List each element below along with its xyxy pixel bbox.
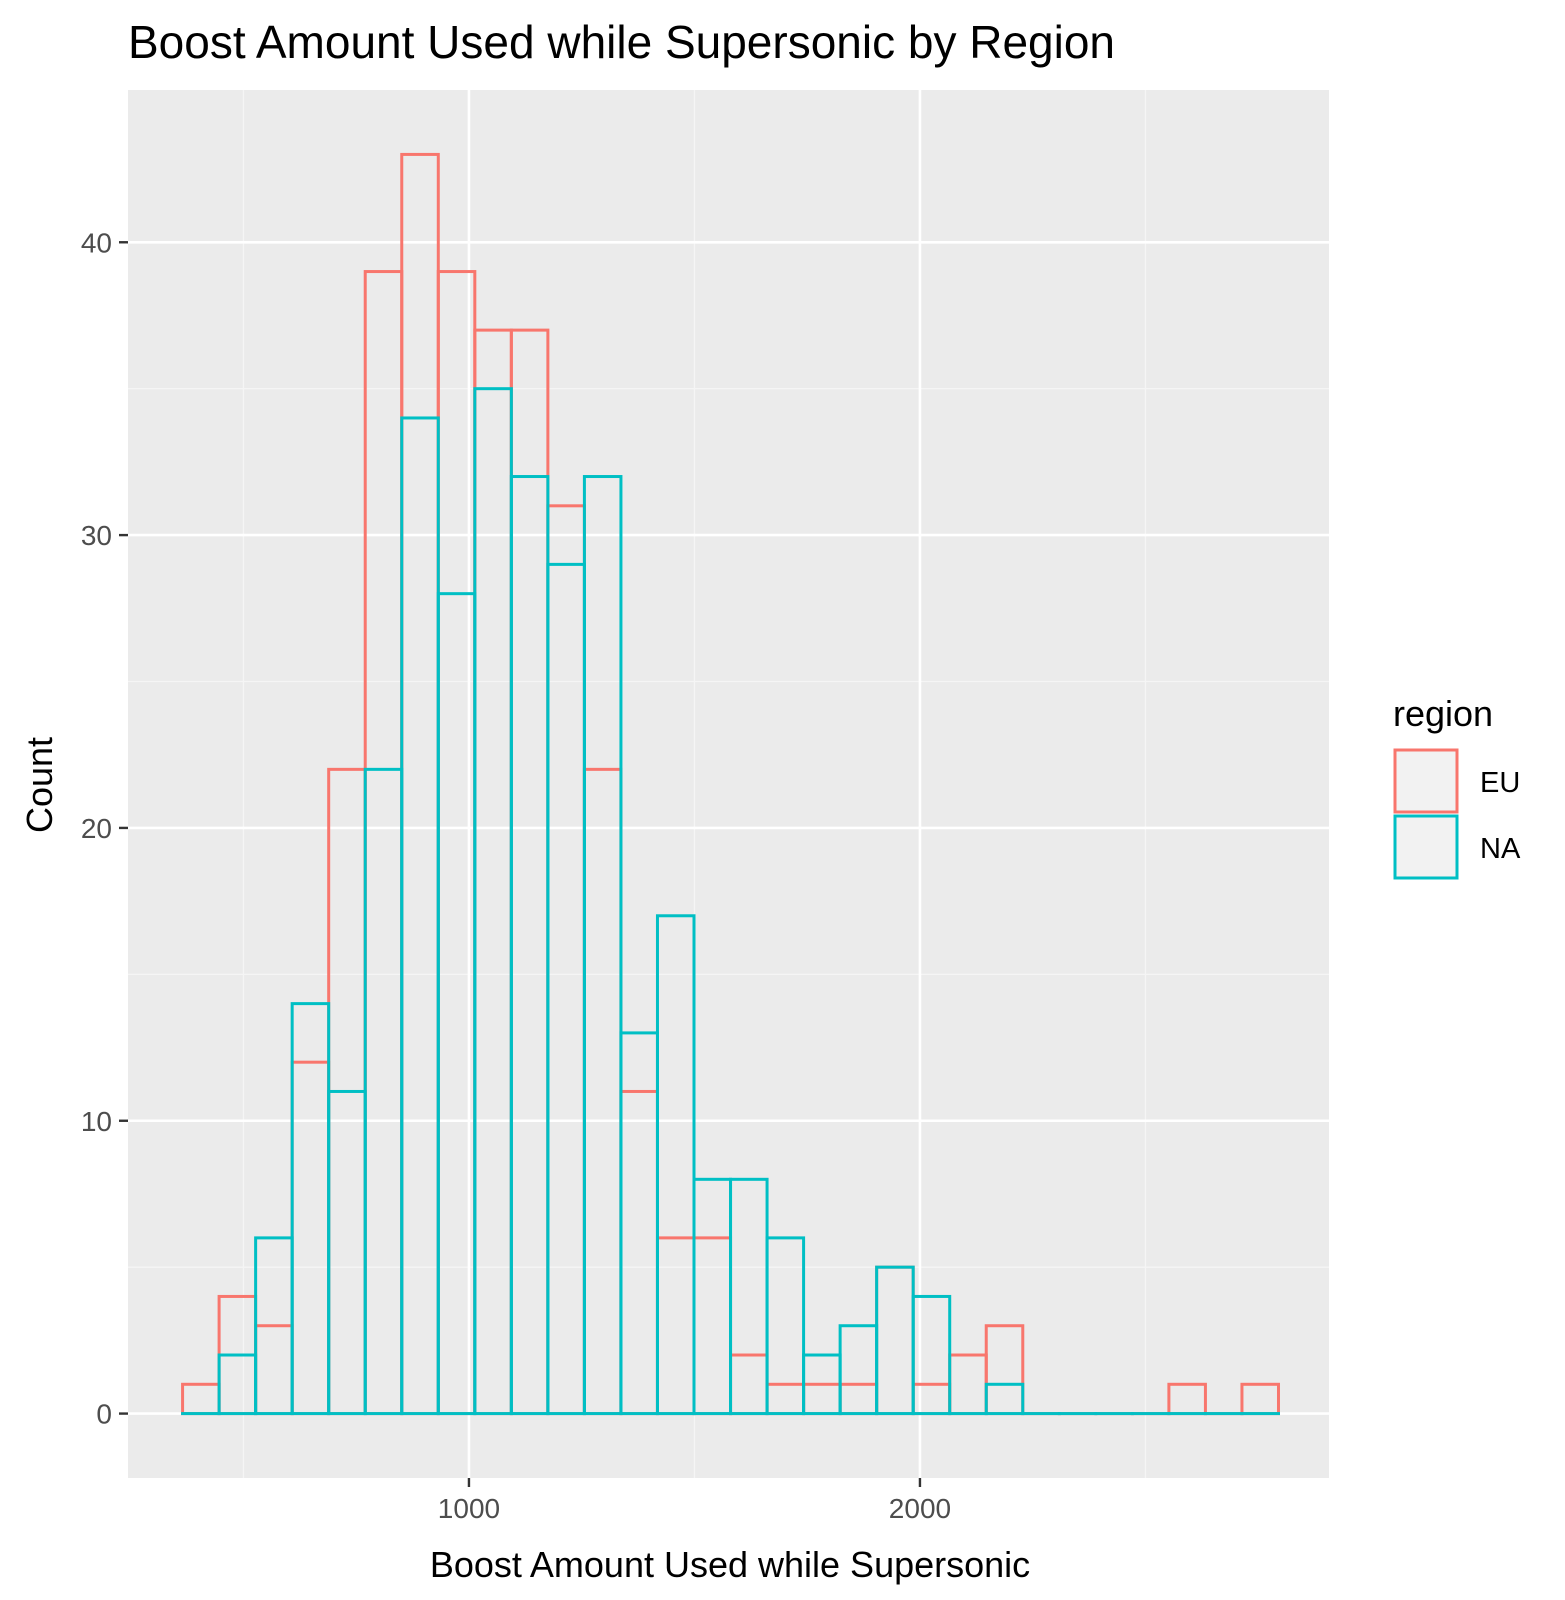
legend-label-na: NA xyxy=(1480,833,1521,865)
histogram-bars xyxy=(181,152,1280,1416)
legend-key-eu xyxy=(1393,748,1459,814)
bar-na xyxy=(765,1236,806,1416)
x-tick-label: 2000 xyxy=(889,1493,951,1524)
chart-title: Boost Amount Used while Supersonic by Re… xyxy=(128,16,1115,68)
legend-key-na xyxy=(1393,814,1459,880)
series-na xyxy=(181,387,1280,1416)
panel-background xyxy=(128,90,1329,1478)
y-tick-label: 10 xyxy=(81,1106,112,1137)
y-tick-label: 30 xyxy=(81,520,112,551)
legend: region EU NA xyxy=(1393,693,1521,880)
x-axis-title: Boost Amount Used while Supersonic xyxy=(430,1544,1030,1585)
legend-label-eu: EU xyxy=(1480,767,1520,799)
bar-na xyxy=(582,475,623,1416)
y-axis-title: Count xyxy=(19,737,60,833)
plot-panel xyxy=(128,90,1329,1478)
y-tick-label: 40 xyxy=(81,227,112,258)
x-tick-label: 1000 xyxy=(438,1493,500,1524)
y-tick-label: 0 xyxy=(96,1399,112,1430)
y-tick-label: 20 xyxy=(81,813,112,844)
axes: 0 10 20 30 40 1000 2000 xyxy=(81,227,951,1524)
bar-na xyxy=(984,1382,1025,1416)
bar-na xyxy=(911,1294,952,1416)
legend-title: region xyxy=(1393,693,1493,734)
bar-na xyxy=(655,914,696,1416)
